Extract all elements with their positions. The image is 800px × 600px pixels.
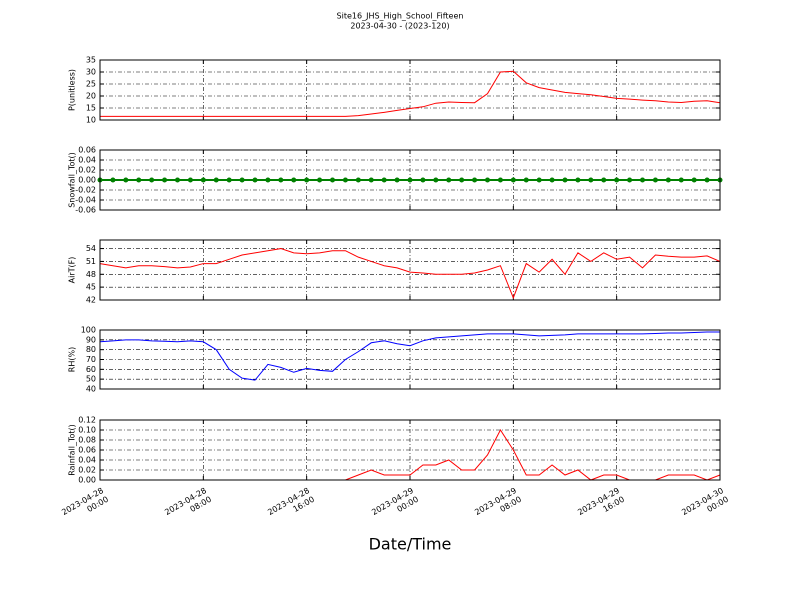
data-line (99, 248, 721, 300)
plot-frame (99, 329, 721, 390)
data-point (291, 177, 297, 183)
data-point (562, 177, 568, 183)
y-tick-label: 0.08 (78, 436, 96, 445)
y-tick-label: 30 (86, 68, 96, 77)
data-point (627, 177, 633, 183)
data-point (691, 177, 697, 183)
data-point (368, 177, 374, 183)
data-point (549, 177, 555, 183)
data-point (497, 177, 503, 183)
data-point (200, 177, 206, 183)
data-point (213, 177, 219, 183)
data-point (149, 177, 155, 183)
data-point (123, 177, 129, 183)
y-tick-label: 35 (86, 56, 96, 65)
data-point (459, 177, 465, 183)
y-tick-label: -0.04 (75, 196, 96, 205)
y-tick-label: 80 (86, 345, 96, 354)
data-point (433, 177, 439, 183)
plot-frame (99, 59, 721, 121)
y-tick-label: 42 (86, 296, 96, 305)
y-tick-label: -0.02 (75, 186, 96, 195)
data-point (446, 177, 452, 183)
y-tick-label: -0.06 (75, 206, 96, 215)
data-point (136, 177, 142, 183)
y-tick-label: 25 (86, 80, 96, 89)
data-line (99, 331, 720, 381)
data-point (226, 177, 232, 183)
data-point (485, 177, 490, 183)
y-tick-label: 0.04 (78, 156, 96, 165)
data-point (640, 177, 645, 183)
plot-frame (99, 419, 721, 481)
y-axis-label: P(unitless) (68, 69, 77, 111)
data-point (355, 177, 361, 183)
data-line (100, 429, 721, 481)
y-tick-label: 40 (86, 385, 96, 394)
y-tick-label: 48 (86, 270, 96, 279)
data-point (614, 177, 620, 183)
y-tick-label: 54 (86, 244, 96, 253)
data-point (278, 177, 284, 183)
data-point (575, 177, 581, 183)
y-tick-label: 10 (86, 116, 96, 125)
data-point (317, 177, 323, 183)
data-point (652, 177, 658, 183)
data-point (342, 177, 348, 183)
y-axis-label: Snowfall_Tot() (68, 152, 77, 208)
data-point (394, 177, 400, 183)
data-point (381, 177, 387, 183)
data-point (678, 177, 684, 183)
y-tick-label: 60 (86, 365, 96, 374)
data-point (239, 177, 245, 183)
data-point (704, 177, 710, 183)
data-point (665, 177, 671, 183)
y-tick-label: 0.06 (78, 446, 96, 455)
y-tick-label: 100 (81, 326, 96, 335)
data-point (330, 177, 335, 183)
y-tick-label: 0.12 (78, 416, 96, 425)
y-tick-label: 0.10 (78, 426, 96, 435)
plot-frame (99, 239, 721, 301)
data-point (510, 177, 516, 183)
y-axis-label: Rainfall_Tot() (68, 424, 77, 476)
y-tick-label: 0.06 (78, 146, 96, 155)
data-point (252, 177, 258, 183)
data-point (407, 177, 413, 183)
data-point (472, 177, 478, 183)
data-point (536, 177, 542, 183)
data-point (162, 177, 168, 183)
y-tick-label: 51 (86, 257, 96, 266)
y-tick-label: 0.00 (78, 476, 96, 485)
chart-subtitle: 2023-04-30 - (2023-120) (350, 22, 449, 31)
y-tick-label: 70 (86, 355, 96, 364)
data-line (100, 70, 721, 117)
y-tick-label: 0.00 (78, 176, 96, 185)
y-tick-label: 15 (86, 104, 96, 113)
data-point (187, 177, 193, 183)
y-tick-label: 50 (86, 375, 96, 384)
y-tick-label: 0.02 (78, 166, 96, 175)
y-axis-label: AirT(F) (68, 257, 77, 284)
data-point (588, 177, 594, 183)
y-tick-label: 90 (86, 335, 96, 344)
y-tick-label: 45 (86, 283, 96, 292)
y-tick-label: 20 (86, 92, 96, 101)
data-point (175, 177, 180, 183)
chart-title: Site16_JHS_High_School_Fifteen (337, 12, 464, 21)
data-point (420, 177, 426, 183)
data-point (304, 177, 310, 183)
y-tick-label: 0.02 (78, 466, 96, 475)
y-tick-label: 0.04 (78, 456, 96, 465)
data-point (601, 177, 607, 183)
plot-frame (99, 149, 721, 211)
data-point (523, 177, 529, 183)
data-point (265, 177, 271, 183)
y-axis-label: RH(%) (68, 347, 77, 372)
x-axis-label: Date/Time (369, 535, 452, 554)
data-point (110, 177, 116, 183)
